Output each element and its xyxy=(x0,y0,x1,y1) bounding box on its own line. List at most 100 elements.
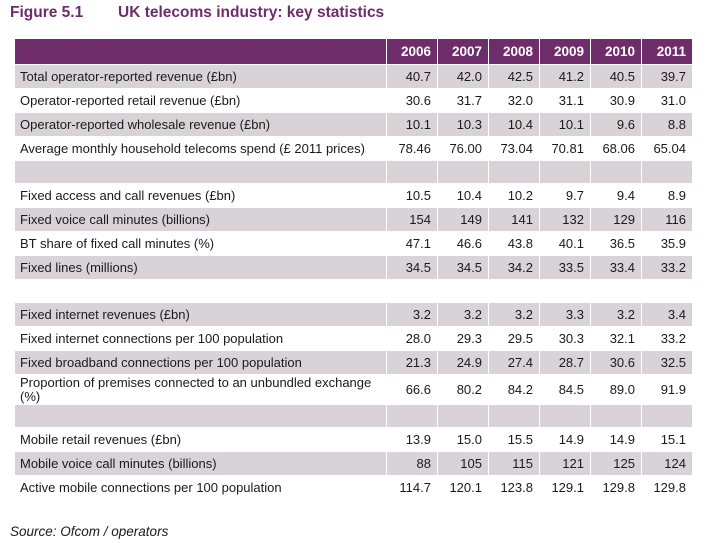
value-cell: 129.8 xyxy=(641,475,693,500)
value-cell: 129.8 xyxy=(590,475,642,500)
value-cell: 124 xyxy=(641,451,693,476)
value-cell: 9.4 xyxy=(590,183,642,208)
value-cell: 70.81 xyxy=(539,136,591,161)
row-label: Fixed broadband connections per 100 popu… xyxy=(14,350,387,375)
row-label: Mobile voice call minutes (billions) xyxy=(14,451,387,476)
value-cell: 88 xyxy=(386,451,438,476)
separator-cell xyxy=(539,279,591,303)
table-row: Total operator-reported revenue (£bn) 40.… xyxy=(14,64,693,89)
separator-cell xyxy=(14,404,387,428)
separator-cell xyxy=(488,279,540,303)
value-cell: 32.1 xyxy=(590,326,642,351)
value-cell: 33.4 xyxy=(590,255,642,280)
value-cell: 154 xyxy=(386,207,438,232)
value-cell: 33.5 xyxy=(539,255,591,280)
value-cell: 15.0 xyxy=(437,427,489,452)
value-cell: 65.04 xyxy=(641,136,693,161)
separator-cell xyxy=(386,279,438,303)
value-cell: 40.5 xyxy=(590,64,642,89)
value-cell: 24.9 xyxy=(437,350,489,375)
value-cell: 33.2 xyxy=(641,255,693,280)
value-cell: 32.0 xyxy=(488,88,540,113)
value-cell: 36.5 xyxy=(590,231,642,256)
value-cell: 73.04 xyxy=(488,136,540,161)
value-cell: 21.3 xyxy=(386,350,438,375)
row-label: Fixed internet connections per 100 popul… xyxy=(14,326,387,351)
group-separator-row xyxy=(14,404,693,428)
value-cell: 40.7 xyxy=(386,64,438,89)
value-cell: 3.2 xyxy=(590,302,642,327)
table-row: Active mobile connections per 100 popula… xyxy=(14,475,693,500)
value-cell: 114.7 xyxy=(386,475,438,500)
row-label: Fixed access and call revenues (£bn) xyxy=(14,183,387,208)
year-header: 2007 xyxy=(437,38,489,65)
year-header: 2011 xyxy=(641,38,693,65)
value-cell: 120.1 xyxy=(437,475,489,500)
value-cell: 115 xyxy=(488,451,540,476)
table-row: Average monthly household telecoms spend… xyxy=(14,136,693,161)
figure-title-text: UK telecoms industry: key statistics xyxy=(118,4,385,21)
separator-cell xyxy=(590,404,642,428)
row-label: Operator-reported retail revenue (£bn) xyxy=(14,88,387,113)
table-header-row: 2006 2007 2008 2009 2010 2011 xyxy=(14,38,693,65)
value-cell: 31.7 xyxy=(437,88,489,113)
value-cell: 30.9 xyxy=(590,88,642,113)
table-row: Fixed broadband connections per 100 popu… xyxy=(14,350,693,375)
group-separator-row xyxy=(14,160,693,184)
statistics-table: 2006 2007 2008 2009 2010 2011 Total oper… xyxy=(14,38,693,500)
table-row: BT share of fixed call minutes (%) 47.1 46… xyxy=(14,231,693,256)
value-cell: 125 xyxy=(590,451,642,476)
separator-cell xyxy=(14,160,387,184)
value-cell: 39.7 xyxy=(641,64,693,89)
row-label: Operator-reported wholesale revenue (£bn… xyxy=(14,112,387,137)
value-cell: 91.9 xyxy=(641,374,693,405)
value-cell: 46.6 xyxy=(437,231,489,256)
value-cell: 34.5 xyxy=(386,255,438,280)
value-cell: 129 xyxy=(590,207,642,232)
year-header: 2008 xyxy=(488,38,540,65)
value-cell: 29.5 xyxy=(488,326,540,351)
header-label-cell xyxy=(14,38,387,65)
separator-cell xyxy=(539,160,591,184)
figure-title: Figure 5.1 UK telecoms industry: key stat… xyxy=(10,4,384,24)
value-cell: 41.2 xyxy=(539,64,591,89)
value-cell: 10.5 xyxy=(386,183,438,208)
separator-cell xyxy=(437,404,489,428)
separator-cell xyxy=(488,404,540,428)
value-cell: 3.3 xyxy=(539,302,591,327)
value-cell: 68.06 xyxy=(590,136,642,161)
value-cell: 34.2 xyxy=(488,255,540,280)
value-cell: 34.5 xyxy=(437,255,489,280)
value-cell: 33.2 xyxy=(641,326,693,351)
value-cell: 3.2 xyxy=(437,302,489,327)
value-cell: 8.9 xyxy=(641,183,693,208)
value-cell: 28.7 xyxy=(539,350,591,375)
separator-cell xyxy=(386,160,438,184)
value-cell: 10.2 xyxy=(488,183,540,208)
separator-cell xyxy=(641,279,693,303)
value-cell: 30.6 xyxy=(386,88,438,113)
value-cell: 31.1 xyxy=(539,88,591,113)
row-label: Fixed voice call minutes (billions) xyxy=(14,207,387,232)
separator-cell xyxy=(590,160,642,184)
value-cell: 43.8 xyxy=(488,231,540,256)
value-cell: 28.0 xyxy=(386,326,438,351)
separator-cell xyxy=(14,279,387,303)
value-cell: 10.1 xyxy=(386,112,438,137)
year-header: 2009 xyxy=(539,38,591,65)
table-row: Mobile retail revenues (£bn) 13.9 15.0 15.5… xyxy=(14,427,693,452)
value-cell: 105 xyxy=(437,451,489,476)
table-row: Operator-reported retail revenue (£bn) 30… xyxy=(14,88,693,113)
value-cell: 14.9 xyxy=(539,427,591,452)
row-label: Proportion of premises connected to an u… xyxy=(14,374,387,405)
value-cell: 3.2 xyxy=(386,302,438,327)
table-row: Fixed access and call revenues (£bn) 10.5… xyxy=(14,183,693,208)
row-label: Active mobile connections per 100 popula… xyxy=(14,475,387,500)
value-cell: 30.6 xyxy=(590,350,642,375)
year-header: 2006 xyxy=(386,38,438,65)
year-header: 2010 xyxy=(590,38,642,65)
row-label: Total operator-reported revenue (£bn) xyxy=(14,64,387,89)
table-body: Total operator-reported revenue (£bn) 40.… xyxy=(14,64,693,500)
value-cell: 123.8 xyxy=(488,475,540,500)
table-row: Fixed lines (millions) 34.5 34.5 34.2 33.5 33… xyxy=(14,255,693,280)
